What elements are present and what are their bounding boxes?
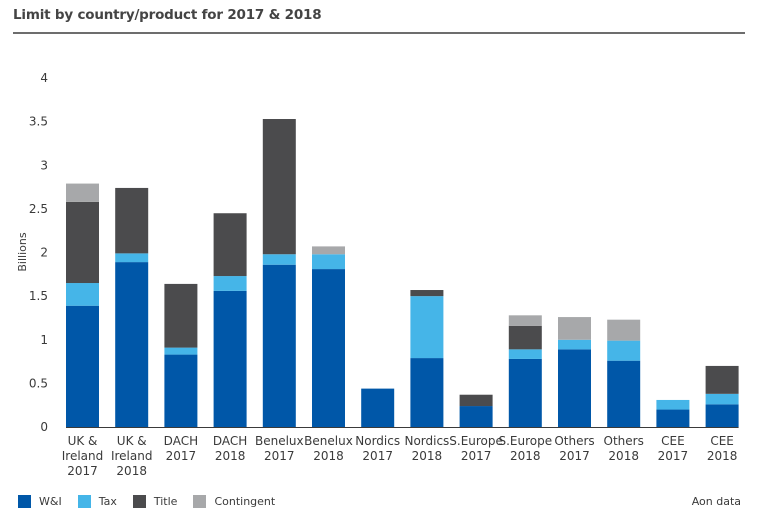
y-tick-label: 0 bbox=[40, 420, 48, 434]
legend-label-title: Title bbox=[153, 495, 178, 508]
bar-segment-title bbox=[705, 365, 739, 394]
x-tick-label: DACH 2017 bbox=[164, 434, 198, 463]
legend: W&I Tax Title Contingent bbox=[18, 495, 291, 508]
legend-label-tax: Tax bbox=[98, 495, 117, 508]
bar-segment-wi bbox=[607, 360, 641, 427]
x-tick-label: Nordics 2018 bbox=[404, 434, 449, 463]
legend-label-wi: W&I bbox=[39, 495, 62, 508]
bar-segment-title bbox=[508, 325, 542, 350]
bar-segment-tax bbox=[66, 283, 99, 306]
bars bbox=[66, 119, 739, 427]
bar-segment-tax bbox=[312, 254, 345, 270]
legend-swatch-title bbox=[132, 495, 146, 508]
legend-item-contingent: Contingent bbox=[193, 495, 275, 508]
y-tick-label: 4 bbox=[40, 71, 48, 85]
chart-title: Limit by country/product for 2017 & 2018 bbox=[13, 7, 322, 23]
bar-segment-tax bbox=[115, 253, 149, 263]
y-tick-label: 2 bbox=[40, 246, 48, 260]
bar-segment-wi bbox=[115, 262, 149, 427]
bar-segment-tax bbox=[558, 339, 591, 350]
y-tick-label: 3 bbox=[40, 158, 48, 172]
legend-item-tax: Tax bbox=[77, 495, 117, 508]
legend-item-title: Title bbox=[132, 495, 178, 508]
bar-segment-contingent bbox=[607, 319, 641, 341]
bar-segment-tax bbox=[213, 276, 247, 291]
x-tick-label: Others 2018 bbox=[604, 434, 644, 463]
x-tick-label: S.Europe 2018 bbox=[498, 434, 552, 463]
title-divider bbox=[13, 32, 745, 34]
bar-segment-tax bbox=[164, 347, 198, 355]
y-tick-label: 0.5 bbox=[29, 376, 48, 390]
x-tick-label: Others 2017 bbox=[554, 434, 594, 463]
bar-segment-title bbox=[213, 213, 247, 277]
x-tick-label: Benelux 2017 bbox=[255, 434, 304, 463]
legend-swatch-tax bbox=[77, 495, 91, 508]
y-axis: 0 0.5 1 1.5 2 2.5 3 3.5 4 bbox=[29, 71, 48, 434]
y-tick-label: 1 bbox=[40, 333, 48, 347]
bar-segment-tax bbox=[705, 393, 739, 405]
bar-segment-wi bbox=[213, 290, 247, 427]
bar-segment-tax bbox=[656, 399, 690, 410]
bar-segment-title bbox=[164, 283, 198, 348]
bar-segment-title bbox=[459, 394, 493, 407]
bar-segment-wi bbox=[164, 354, 198, 427]
bar-segment-wi bbox=[508, 358, 542, 427]
source-note: Aon data bbox=[691, 495, 741, 508]
legend-label-contingent: Contingent bbox=[214, 495, 276, 508]
bar-segment-tax bbox=[262, 254, 296, 265]
bar-segment-wi bbox=[656, 409, 690, 427]
bar-segment-title bbox=[410, 290, 444, 297]
y-tick-label: 2.5 bbox=[29, 202, 48, 216]
bar-segment-wi bbox=[558, 349, 591, 427]
x-tick-label: UK & Ireland 2018 bbox=[111, 434, 153, 478]
legend-swatch-wi bbox=[18, 495, 31, 508]
bar-segment-wi bbox=[361, 388, 395, 427]
x-tick-label: Benelux 2018 bbox=[304, 434, 353, 463]
bar-segment-wi bbox=[312, 269, 345, 427]
x-tick-label: Nordics 2017 bbox=[355, 434, 400, 463]
bar-segment-tax bbox=[607, 340, 641, 361]
x-tick-label: CEE 2017 bbox=[658, 434, 689, 463]
y-axis-label: Billions bbox=[16, 232, 29, 271]
bar-segment-wi bbox=[705, 404, 739, 427]
legend-swatch-contingent bbox=[193, 495, 207, 508]
bar-segment-title bbox=[262, 119, 296, 255]
bar-segment-title bbox=[66, 201, 99, 284]
x-tick-label: UK & Ireland 2017 bbox=[62, 434, 104, 478]
bar-segment-wi bbox=[262, 264, 296, 427]
bar-segment-tax bbox=[508, 349, 542, 359]
bar-segment-wi bbox=[459, 406, 493, 427]
y-tick-label: 3.5 bbox=[29, 115, 48, 129]
bar-segment-contingent bbox=[558, 317, 591, 340]
bar-segment-wi bbox=[410, 358, 444, 427]
bar-segment-contingent bbox=[508, 315, 542, 326]
x-tick-label: CEE 2018 bbox=[707, 434, 738, 463]
bar-segment-contingent bbox=[66, 183, 99, 202]
bar-segment-tax bbox=[410, 296, 444, 359]
y-tick-label: 1.5 bbox=[29, 289, 48, 303]
x-tick-label: DACH 2018 bbox=[213, 434, 247, 463]
bar-segment-wi bbox=[66, 305, 99, 427]
x-tick-label: S.Europe 2017 bbox=[449, 434, 503, 463]
legend-item-wi: W&I bbox=[18, 495, 62, 508]
bar-segment-title bbox=[115, 187, 149, 254]
bar-segment-contingent bbox=[312, 246, 345, 255]
